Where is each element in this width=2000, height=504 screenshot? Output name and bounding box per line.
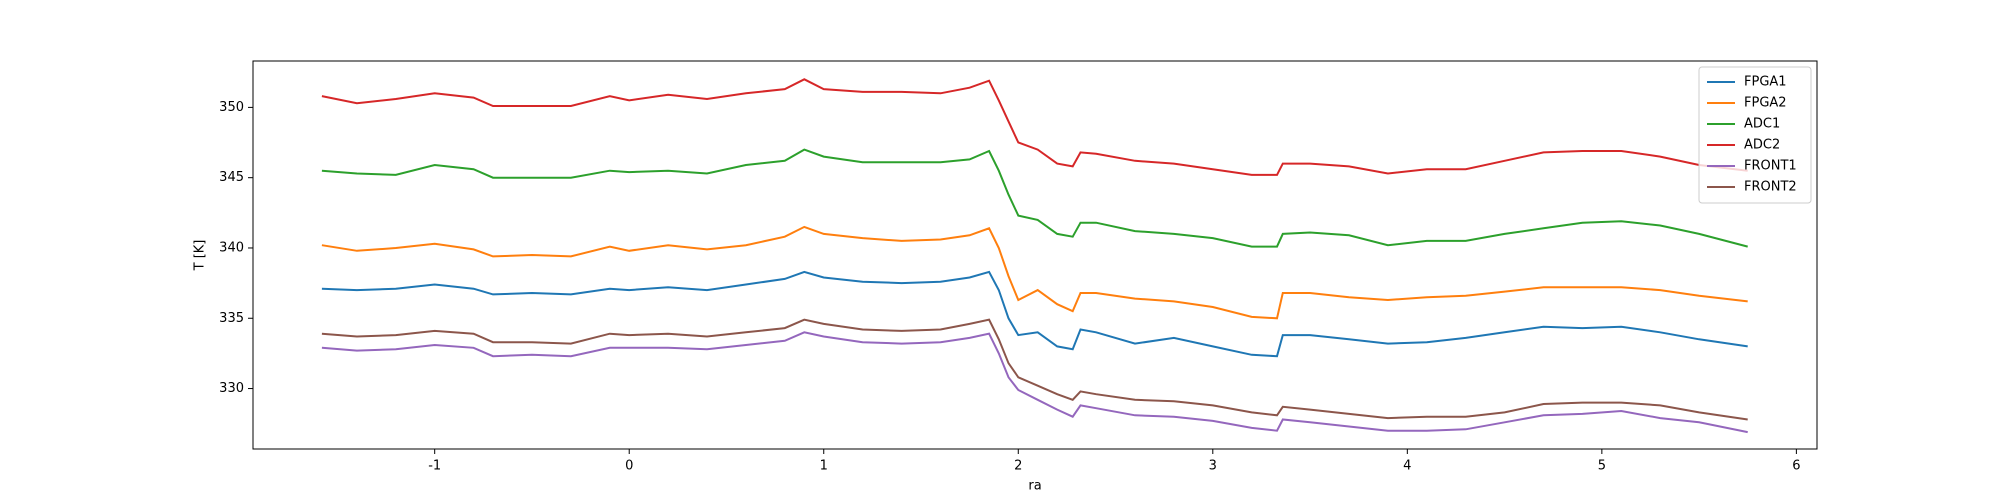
x-tick-label: 2 [1014,459,1022,474]
y-tick-label: 335 [219,311,244,326]
series-line [321,270,1748,358]
legend-label: ADC2 [1744,138,1780,153]
y-tick-label: 330 [219,381,244,396]
x-tick-label: 4 [1403,459,1411,474]
y-axis-label: T [K] [193,240,208,272]
x-tick-label: 3 [1209,459,1217,474]
plot-frame [252,60,1818,450]
series-line [321,318,1748,421]
series-line [321,225,1748,320]
x-tick-label: -1 [428,459,441,474]
y-tick-label: 350 [219,100,244,115]
x-tick-label: 1 [820,459,828,474]
x-axis-label: ra [1028,479,1041,494]
series-line [321,148,1748,248]
x-tick-label: 6 [1792,459,1800,474]
y-tick-label: 345 [219,170,244,185]
legend-label: FRONT1 [1744,159,1797,174]
series-line [321,78,1748,176]
x-tick-label: 5 [1598,459,1606,474]
x-tick-label: 0 [625,459,633,474]
legend-label: ADC1 [1744,117,1780,132]
series-line [321,331,1748,434]
y-tick-label: 340 [219,240,244,255]
legend-label: FPGA2 [1744,96,1787,111]
legend-label: FRONT2 [1744,180,1797,195]
legend-box [1698,66,1812,204]
legend-label: FPGA1 [1744,75,1787,90]
